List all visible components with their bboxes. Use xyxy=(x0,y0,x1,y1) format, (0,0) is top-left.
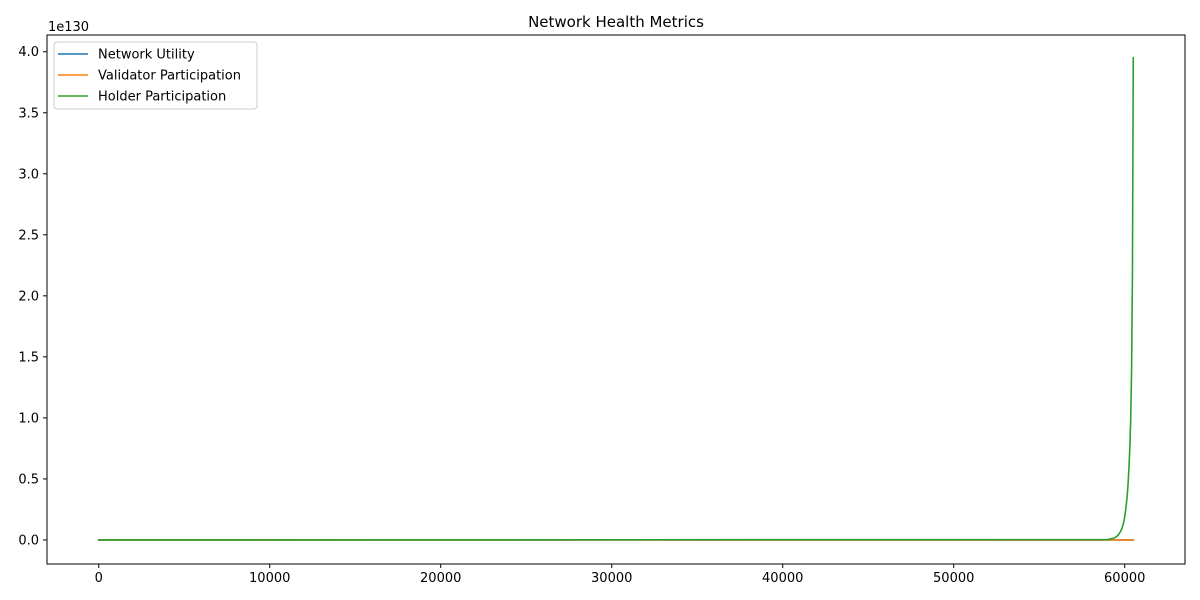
legend: Network Utility Validator Participation Ho… xyxy=(53,41,258,110)
y-tick-label: 0.5 xyxy=(18,472,39,487)
legend-label: Holder Participation xyxy=(98,90,226,105)
x-tick-label: 40000 xyxy=(762,571,803,586)
legend-box xyxy=(53,41,258,110)
chart-title: Network Health Metrics xyxy=(528,13,704,31)
legend-label: Validator Participation xyxy=(98,69,241,84)
x-tick-label: 30000 xyxy=(591,571,632,586)
y-tick-label: 3.5 xyxy=(18,106,39,121)
y-tick-label: 0.0 xyxy=(18,533,39,548)
series-line-3 xyxy=(97,57,1135,541)
axes-layer: 0 10000 20000 30000 40000 50000 60000 0.0 0.5 1.0… xyxy=(18,34,1186,586)
x-tick-label: 60000 xyxy=(1104,571,1145,586)
y-tick-label: 3.0 xyxy=(18,167,39,182)
x-tick-label: 0 xyxy=(95,571,103,586)
x-tick-label: 50000 xyxy=(933,571,974,586)
y-tick-label: 2.0 xyxy=(18,289,39,304)
x-tick-label: 20000 xyxy=(420,571,461,586)
x-tick-label: 10000 xyxy=(249,571,290,586)
y-offset-label: 1e130 xyxy=(48,20,89,35)
y-tick-label: 1.5 xyxy=(18,350,39,365)
y-tick-label: 1.0 xyxy=(18,411,39,426)
y-tick-label: 2.5 xyxy=(18,228,39,243)
legend-label: Network Utility xyxy=(98,48,195,63)
axes-frame xyxy=(46,34,1186,565)
y-tick-label: 4.0 xyxy=(18,45,39,60)
series-layer xyxy=(97,57,1135,541)
